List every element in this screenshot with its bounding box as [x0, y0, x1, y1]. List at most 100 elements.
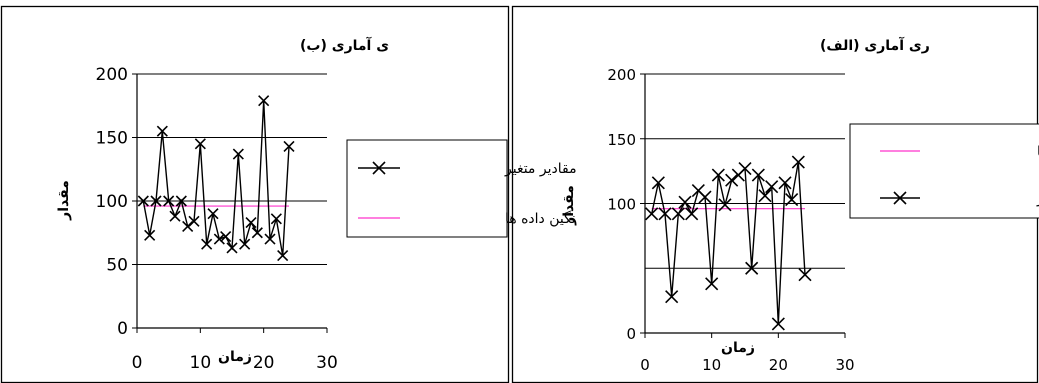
- legend-label: یانگین داده ها: [1037, 143, 1039, 160]
- marker-stroke: [163, 195, 175, 207]
- data-point: [283, 140, 295, 152]
- marker-stroke: [711, 168, 725, 182]
- marker-stroke: [201, 238, 213, 250]
- marker-stroke: [705, 277, 719, 291]
- data-point: [745, 261, 759, 275]
- marker-stroke: [698, 190, 712, 204]
- x-tick-label: 30: [316, 353, 338, 373]
- y-tick-label: 150: [607, 131, 636, 149]
- data-point: [771, 317, 785, 331]
- marker-stroke: [718, 198, 732, 212]
- y-tick-label: 100: [607, 196, 636, 214]
- data-point: [277, 250, 289, 262]
- marker-stroke: [220, 230, 232, 243]
- data-point: [220, 230, 232, 243]
- data-point: [665, 290, 679, 304]
- data-point: [711, 168, 725, 182]
- data-point: [738, 161, 752, 176]
- x-tick-label: 0: [132, 353, 143, 373]
- data-point: [251, 227, 263, 239]
- series-variable-line: [142, 100, 290, 256]
- marker-stroke: [678, 195, 692, 209]
- x-tick-label: 10: [702, 356, 721, 374]
- marker-stroke: [156, 125, 168, 137]
- marker-stroke: [651, 176, 665, 190]
- marker-stroke: [738, 161, 752, 176]
- marker-stroke: [207, 208, 219, 220]
- data-point: [182, 220, 194, 232]
- y-tick-label: 50: [106, 256, 128, 276]
- data-point: [213, 233, 225, 245]
- marker-stroke: [150, 195, 162, 207]
- marker-stroke: [277, 250, 289, 262]
- chart-title: ی آماری (ب): [300, 36, 389, 54]
- data-point: [194, 138, 206, 150]
- data-point: [156, 125, 168, 137]
- x-axis-label: زمان: [721, 340, 755, 356]
- legend-box: [346, 139, 508, 238]
- x-tick-label: 0: [640, 356, 650, 374]
- marker-stroke: [182, 220, 194, 232]
- marker-stroke: [791, 155, 805, 169]
- data-point: [270, 213, 282, 225]
- marker-stroke: [226, 242, 238, 254]
- data-point: [678, 195, 692, 209]
- chart-title: ری آماری (الف): [820, 36, 930, 54]
- data-point: [188, 215, 200, 227]
- x-tick-label: 20: [253, 353, 275, 373]
- data-point: [150, 195, 162, 207]
- data-point: [264, 233, 276, 245]
- data-point: [258, 95, 270, 107]
- data-point: [169, 210, 181, 222]
- marker-stroke: [258, 95, 270, 107]
- marker-stroke: [745, 261, 759, 275]
- y-tick-label: 100: [96, 192, 128, 212]
- y-tick-label: 200: [607, 66, 636, 84]
- data-point: [651, 176, 665, 190]
- data-point: [245, 217, 257, 229]
- data-point: [239, 238, 251, 250]
- data-point: [778, 176, 792, 190]
- y-tick-label: 0: [117, 319, 128, 339]
- y-axis-label: مقدار: [56, 180, 72, 221]
- marker-stroke: [665, 290, 679, 304]
- marker-stroke: [137, 195, 149, 207]
- data-point: [791, 155, 805, 169]
- y-tick-label: 150: [96, 129, 128, 149]
- marker-stroke: [798, 268, 812, 282]
- legend-label: نگین داده ها: [505, 210, 576, 227]
- data-point: [645, 207, 659, 221]
- data-point: [725, 173, 739, 187]
- y-tick-label: 0: [626, 325, 636, 343]
- data-point: [226, 242, 238, 254]
- data-point: [785, 193, 799, 207]
- y-tick-label: 200: [96, 65, 128, 85]
- data-point: [201, 238, 213, 250]
- marker-stroke: [725, 173, 739, 187]
- marker-stroke: [194, 138, 206, 150]
- data-point: [718, 198, 732, 212]
- x-tick-label: 10: [190, 353, 212, 373]
- legend-label: مقادیر متغیر: [1036, 191, 1039, 207]
- marker-stroke: [758, 189, 772, 203]
- marker-stroke: [239, 238, 251, 250]
- data-point: [798, 268, 812, 282]
- data-point: [751, 168, 765, 182]
- legend-marker: [372, 161, 386, 175]
- data-point: [698, 190, 712, 204]
- data-point: [175, 195, 187, 207]
- marker-stroke: [144, 229, 156, 241]
- marker-stroke: [785, 193, 799, 207]
- data-point: [163, 195, 175, 207]
- legend-label: مقادیر متغیر: [504, 161, 577, 177]
- marker-stroke: [232, 148, 244, 160]
- chart-left: 0 50 100 150 200 0 10 20 30 ی آماری (ب) مقدار زمان م…: [56, 36, 577, 373]
- marker-stroke: [685, 207, 699, 221]
- data-point: [232, 148, 244, 160]
- marker-stroke: [645, 207, 659, 221]
- data-point: [765, 180, 779, 194]
- data-point: [705, 277, 719, 291]
- marker-stroke: [765, 180, 779, 194]
- marker-stroke: [213, 233, 225, 245]
